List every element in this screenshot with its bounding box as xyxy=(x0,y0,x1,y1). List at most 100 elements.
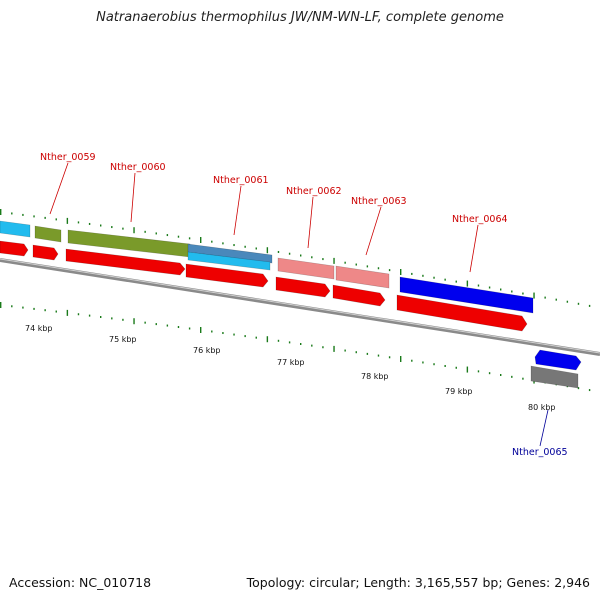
gc-dot xyxy=(144,321,146,324)
gc-dot xyxy=(66,217,69,224)
gc-dot xyxy=(577,387,580,390)
gene-feature-nther-0063[interactable] xyxy=(335,265,390,289)
cds-arrow[interactable] xyxy=(332,284,386,307)
label-leader-line xyxy=(469,224,479,273)
gc-dot xyxy=(133,227,135,234)
scale-label: 74 kbp xyxy=(25,324,53,333)
gc-dot xyxy=(266,336,269,343)
gc-dot xyxy=(177,326,180,329)
gc-dot xyxy=(244,245,246,248)
cds-arrow[interactable] xyxy=(396,294,528,332)
gc-dot xyxy=(33,307,35,310)
genome-stats-text: Topology: circular; Length: 3,165,557 bp… xyxy=(246,575,590,590)
gc-dot xyxy=(11,212,13,215)
gc-dot xyxy=(11,305,13,308)
gc-dot xyxy=(488,372,491,375)
gc-dot xyxy=(44,309,46,312)
gc-dot xyxy=(466,280,469,287)
gene-feature-nther-0061[interactable] xyxy=(187,243,273,264)
gc-dot xyxy=(233,333,235,336)
scale-layer: 74 kbp 75 kbp 76 kbp 77 kbp 78 kbp 79 kb… xyxy=(25,324,556,412)
gc-dot xyxy=(288,341,291,344)
label-leader-line xyxy=(307,196,314,249)
gene-label-nther-0059[interactable]: Nther_0059 xyxy=(40,152,96,163)
gc-dot xyxy=(100,224,102,227)
gene-feature-nther-0065[interactable] xyxy=(530,365,579,389)
gc-dot xyxy=(200,237,202,243)
gene-label-nther-0061[interactable]: Nther_0061 xyxy=(213,175,269,186)
scale-label: 75 kbp xyxy=(109,335,137,344)
gene-label-nther-0062[interactable]: Nther_0062 xyxy=(286,186,342,197)
scale-label: 78 kbp xyxy=(361,372,389,381)
gc-dot xyxy=(200,327,202,333)
scale-label: 79 kbp xyxy=(445,387,473,396)
gc-dot xyxy=(0,209,2,215)
gc-dot xyxy=(433,276,435,279)
gc-dot xyxy=(88,314,91,317)
gc-dot xyxy=(222,332,224,335)
gc-dot xyxy=(111,226,113,229)
gc-dot xyxy=(433,363,435,366)
gc-dot xyxy=(88,222,91,225)
gc-dot xyxy=(477,370,480,373)
gc-dot xyxy=(122,318,124,321)
gene-label-nther-0064[interactable]: Nther_0064 xyxy=(452,214,508,225)
gc-dot xyxy=(22,213,24,216)
scale-label: 77 kbp xyxy=(277,358,305,367)
map-title: Natranaerobius thermophilus JW/NM-WN-LF,… xyxy=(96,10,504,25)
label-leaders xyxy=(49,162,549,447)
gc-dot xyxy=(555,298,557,301)
gc-dot xyxy=(522,292,524,295)
cds-arrow[interactable] xyxy=(65,248,186,276)
gc-dot xyxy=(411,359,413,362)
gc-dot xyxy=(33,215,35,218)
gc-dot xyxy=(222,242,224,245)
gc-dot xyxy=(155,323,157,326)
gene-label-nther-0063[interactable]: Nther_0063 xyxy=(351,196,407,207)
gc-dot xyxy=(155,232,157,235)
gc-dot xyxy=(266,247,269,254)
gc-dot xyxy=(444,278,446,281)
gc-dot xyxy=(277,339,280,342)
cds-arrow[interactable] xyxy=(275,276,331,298)
gc-dot xyxy=(377,354,380,357)
gc-dot xyxy=(344,261,346,264)
gc-dot xyxy=(566,300,569,303)
gc-dot xyxy=(44,216,46,219)
gene-label-nther-0060[interactable]: Nther_0060 xyxy=(110,162,166,173)
gc-dot xyxy=(355,351,357,354)
gc-dots-layer xyxy=(0,209,591,392)
gene-feature-nther-0065-arrow[interactable] xyxy=(534,349,582,371)
scale-label: 80 kbp xyxy=(528,403,556,412)
gc-dot xyxy=(400,356,402,362)
gc-dot xyxy=(0,302,2,308)
gc-dot xyxy=(255,336,257,339)
gc-dot xyxy=(444,364,446,367)
gene-feature-nther-0059[interactable] xyxy=(34,225,62,243)
gene-feature-nther-0061-b[interactable] xyxy=(187,251,271,271)
label-leader-line xyxy=(365,206,382,256)
gc-dot xyxy=(411,272,413,275)
gc-dot xyxy=(366,265,369,268)
gc-dot xyxy=(255,247,257,250)
cds-arrow[interactable] xyxy=(0,240,29,257)
gene-labels-layer: Nther_0059 Nther_0060 Nther_0061 Nther_0… xyxy=(40,152,568,458)
gc-dot xyxy=(333,345,335,352)
gc-dot xyxy=(55,310,57,313)
cds-arrow[interactable] xyxy=(32,244,59,261)
gc-dot xyxy=(588,389,591,392)
gc-dot xyxy=(300,254,302,257)
label-leader-line xyxy=(49,162,69,215)
gc-dot xyxy=(588,304,591,307)
gene-feature[interactable] xyxy=(0,220,31,238)
cds-arrow[interactable] xyxy=(185,263,269,288)
gc-dot xyxy=(355,263,357,266)
gene-label-nther-0065[interactable]: Nther_0065 xyxy=(512,447,568,458)
gene-feature-nther-0062[interactable] xyxy=(277,257,335,280)
gc-dot xyxy=(100,316,102,318)
scale-label: 76 kbp xyxy=(193,346,221,355)
gc-dot xyxy=(366,352,369,355)
gc-dot xyxy=(211,240,213,243)
gene-feature-nther-0064[interactable] xyxy=(399,276,534,314)
